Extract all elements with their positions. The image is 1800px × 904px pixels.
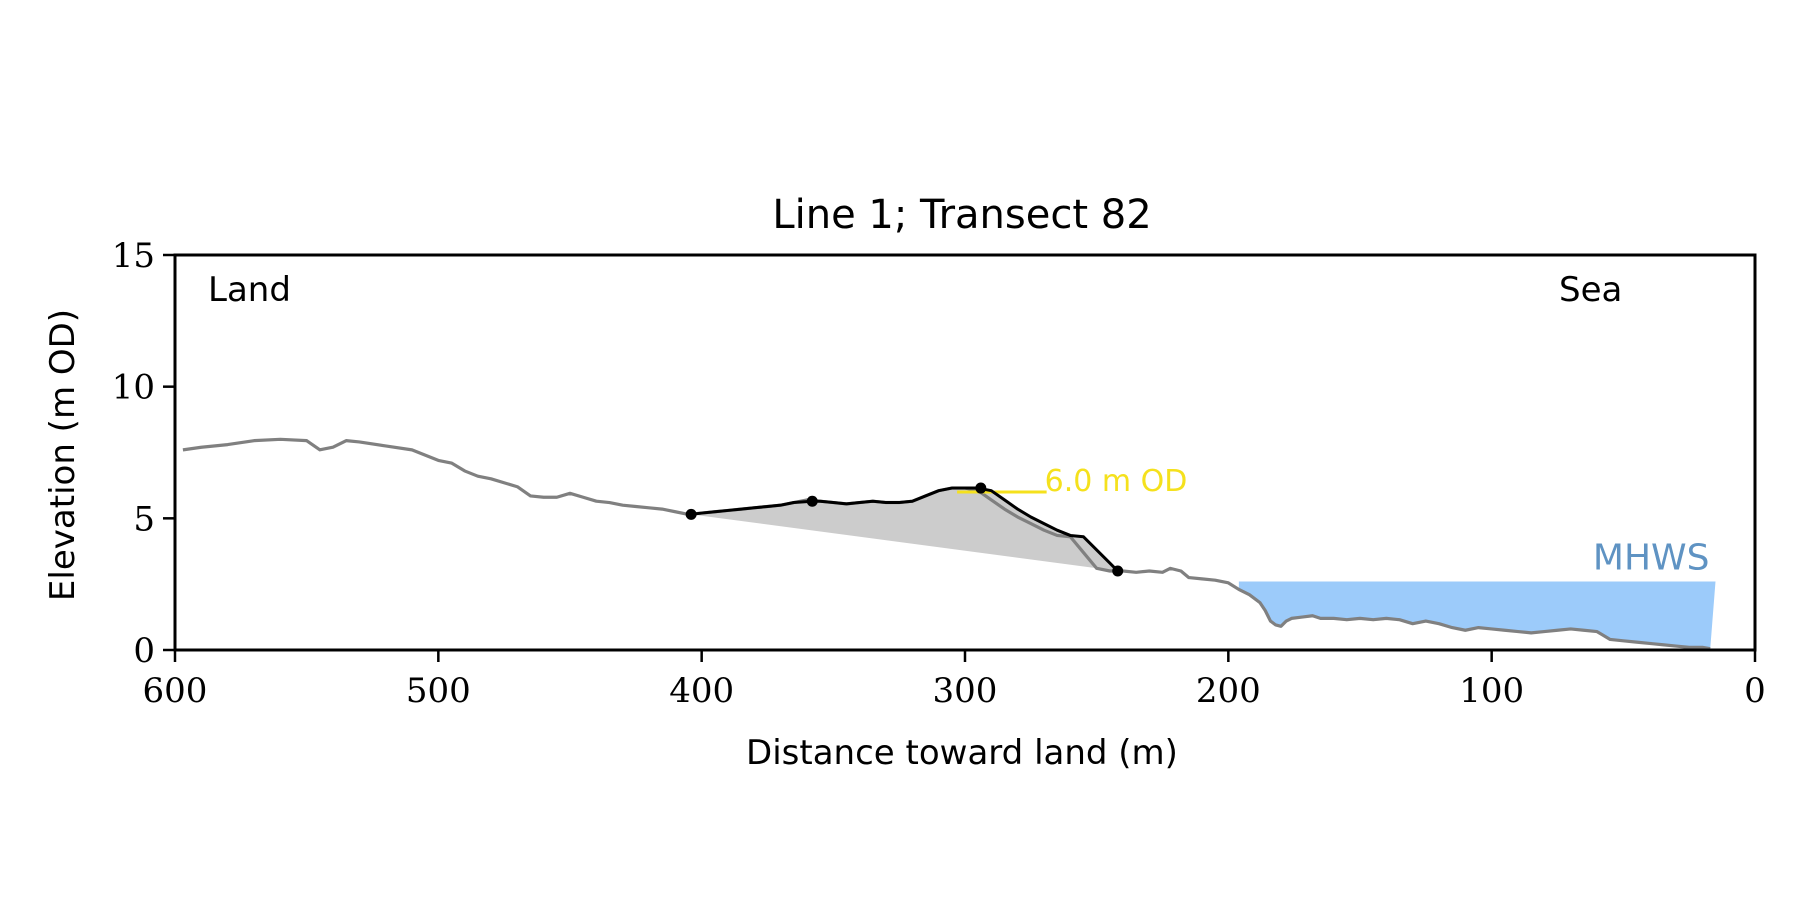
dune-volume-area xyxy=(691,488,1118,571)
chart-title: Line 1; Transect 82 xyxy=(772,192,1151,238)
plot-area xyxy=(182,437,1716,650)
contour-label: 6.0 m OD xyxy=(1045,464,1188,499)
dune-line xyxy=(690,486,1119,573)
x-tick-label: 600 xyxy=(143,671,208,711)
dune-point xyxy=(806,495,818,507)
mhws-label: MHWS xyxy=(1593,538,1710,579)
y-tick-label: 15 xyxy=(112,236,155,276)
land-label: Land xyxy=(208,270,291,310)
x-tick-label: 200 xyxy=(1196,671,1261,711)
y-tick-label: 10 xyxy=(112,368,155,408)
profile-line xyxy=(182,437,1711,650)
x-axis-label: Distance toward land (m) xyxy=(746,733,1178,773)
dune-point xyxy=(975,482,987,494)
y-tick-label: 5 xyxy=(133,499,155,539)
y-axis-label: Elevation (m OD) xyxy=(43,309,83,601)
x-tick-label: 400 xyxy=(669,671,734,711)
mhws-water-area xyxy=(1238,581,1716,649)
y-tick-label: 0 xyxy=(133,631,155,671)
x-tick-label: 0 xyxy=(1744,671,1766,711)
dune-point xyxy=(1112,565,1124,577)
dune-point xyxy=(685,508,697,520)
x-tick-label: 300 xyxy=(933,671,998,711)
x-tick-label: 500 xyxy=(406,671,471,711)
sea-label: Sea xyxy=(1559,270,1622,310)
x-tick-label: 100 xyxy=(1459,671,1524,711)
axes: 600 500 400 300 200 100 0 0 5 10 15 xyxy=(112,236,1766,711)
